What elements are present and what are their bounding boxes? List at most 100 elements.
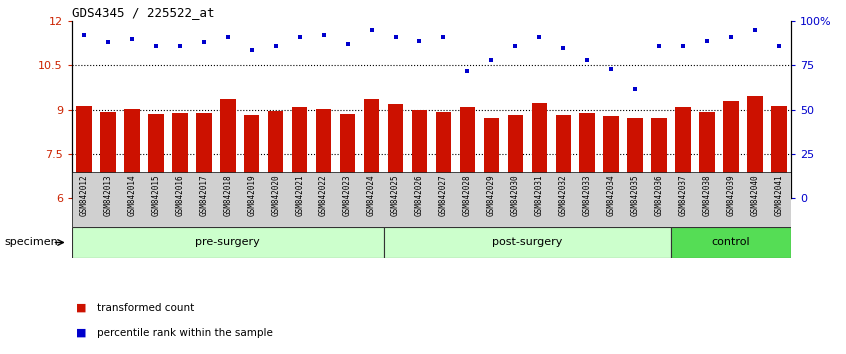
Text: transformed count: transformed count — [97, 303, 195, 313]
Bar — [172, 113, 188, 198]
Point — [125, 36, 139, 42]
Text: GSM842032: GSM842032 — [559, 175, 568, 216]
Point — [700, 38, 714, 44]
Point — [724, 34, 738, 40]
Bar — [531, 103, 547, 198]
Bar — [556, 115, 571, 198]
Text: GSM842031: GSM842031 — [535, 175, 544, 216]
Text: GSM842022: GSM842022 — [319, 175, 328, 216]
Text: pre-surgery: pre-surgery — [195, 238, 260, 247]
Text: GSM842029: GSM842029 — [487, 175, 496, 216]
Text: specimen: specimen — [4, 238, 58, 247]
Point — [77, 33, 91, 38]
Text: GSM842034: GSM842034 — [607, 175, 616, 216]
Bar — [412, 110, 427, 198]
Text: GSM842024: GSM842024 — [367, 175, 376, 216]
Text: GSM842036: GSM842036 — [655, 175, 663, 216]
Bar — [484, 118, 499, 198]
Bar — [220, 99, 235, 198]
Text: GSM842037: GSM842037 — [678, 175, 688, 216]
Bar — [628, 118, 643, 198]
Bar — [671, 227, 791, 258]
Point — [508, 43, 522, 49]
Bar — [124, 109, 140, 198]
Text: GSM842014: GSM842014 — [128, 175, 136, 216]
Point — [221, 34, 234, 40]
Point — [341, 41, 354, 47]
Text: GSM842025: GSM842025 — [391, 175, 400, 216]
Point — [749, 27, 762, 33]
Bar — [436, 112, 451, 198]
Text: control: control — [711, 238, 750, 247]
Point — [580, 57, 594, 63]
Text: GSM842030: GSM842030 — [511, 175, 519, 216]
Text: GSM842035: GSM842035 — [631, 175, 640, 216]
Point — [557, 45, 570, 51]
Text: GSM842020: GSM842020 — [272, 175, 280, 216]
Point — [677, 43, 690, 49]
Bar — [723, 102, 739, 198]
Bar — [76, 106, 91, 198]
Bar — [316, 109, 332, 198]
Text: GSM842023: GSM842023 — [343, 175, 352, 216]
Bar — [100, 112, 116, 198]
Point — [652, 43, 666, 49]
Point — [437, 34, 450, 40]
Bar — [340, 114, 355, 198]
Bar — [387, 104, 404, 198]
Point — [365, 27, 378, 33]
Point — [173, 43, 186, 49]
Text: ■: ■ — [76, 303, 86, 313]
Text: GSM842015: GSM842015 — [151, 175, 160, 216]
Bar — [148, 114, 163, 198]
Text: GSM842021: GSM842021 — [295, 175, 304, 216]
Text: GSM842016: GSM842016 — [175, 175, 184, 216]
Bar — [244, 115, 260, 198]
Text: GSM842018: GSM842018 — [223, 175, 232, 216]
Point — [604, 66, 618, 72]
Bar — [268, 111, 283, 198]
Text: GSM842033: GSM842033 — [583, 175, 591, 216]
Bar — [603, 116, 619, 198]
Point — [629, 86, 642, 91]
Bar — [700, 112, 715, 198]
Bar — [292, 107, 307, 198]
Text: post-surgery: post-surgery — [492, 238, 563, 247]
Text: ■: ■ — [76, 328, 86, 338]
Text: GSM842038: GSM842038 — [703, 175, 711, 216]
Bar — [580, 113, 595, 198]
Point — [149, 43, 162, 49]
Point — [772, 43, 786, 49]
Text: GSM842019: GSM842019 — [247, 175, 256, 216]
Text: percentile rank within the sample: percentile rank within the sample — [97, 328, 273, 338]
Point — [413, 38, 426, 44]
Point — [269, 43, 283, 49]
Point — [197, 40, 211, 45]
Bar — [772, 106, 787, 198]
Text: GSM842028: GSM842028 — [463, 175, 472, 216]
Text: GSM842039: GSM842039 — [727, 175, 735, 216]
Bar — [459, 107, 475, 198]
Text: GSM842027: GSM842027 — [439, 175, 448, 216]
Text: GSM842017: GSM842017 — [200, 175, 208, 216]
Point — [245, 47, 259, 52]
Text: GSM842026: GSM842026 — [415, 175, 424, 216]
Bar — [651, 118, 667, 198]
Text: GSM842012: GSM842012 — [80, 175, 88, 216]
Point — [388, 34, 403, 40]
Point — [485, 57, 498, 63]
Bar — [72, 227, 383, 258]
Bar — [747, 97, 763, 198]
Bar — [508, 115, 523, 198]
Text: GSM842040: GSM842040 — [750, 175, 760, 216]
Text: GSM842041: GSM842041 — [775, 175, 783, 216]
Point — [101, 40, 114, 45]
Point — [293, 34, 306, 40]
Point — [533, 34, 547, 40]
Point — [460, 68, 474, 74]
Bar — [675, 107, 691, 198]
Point — [316, 33, 330, 38]
Text: GDS4345 / 225522_at: GDS4345 / 225522_at — [72, 6, 214, 19]
Bar — [383, 227, 671, 258]
Bar — [196, 113, 212, 198]
